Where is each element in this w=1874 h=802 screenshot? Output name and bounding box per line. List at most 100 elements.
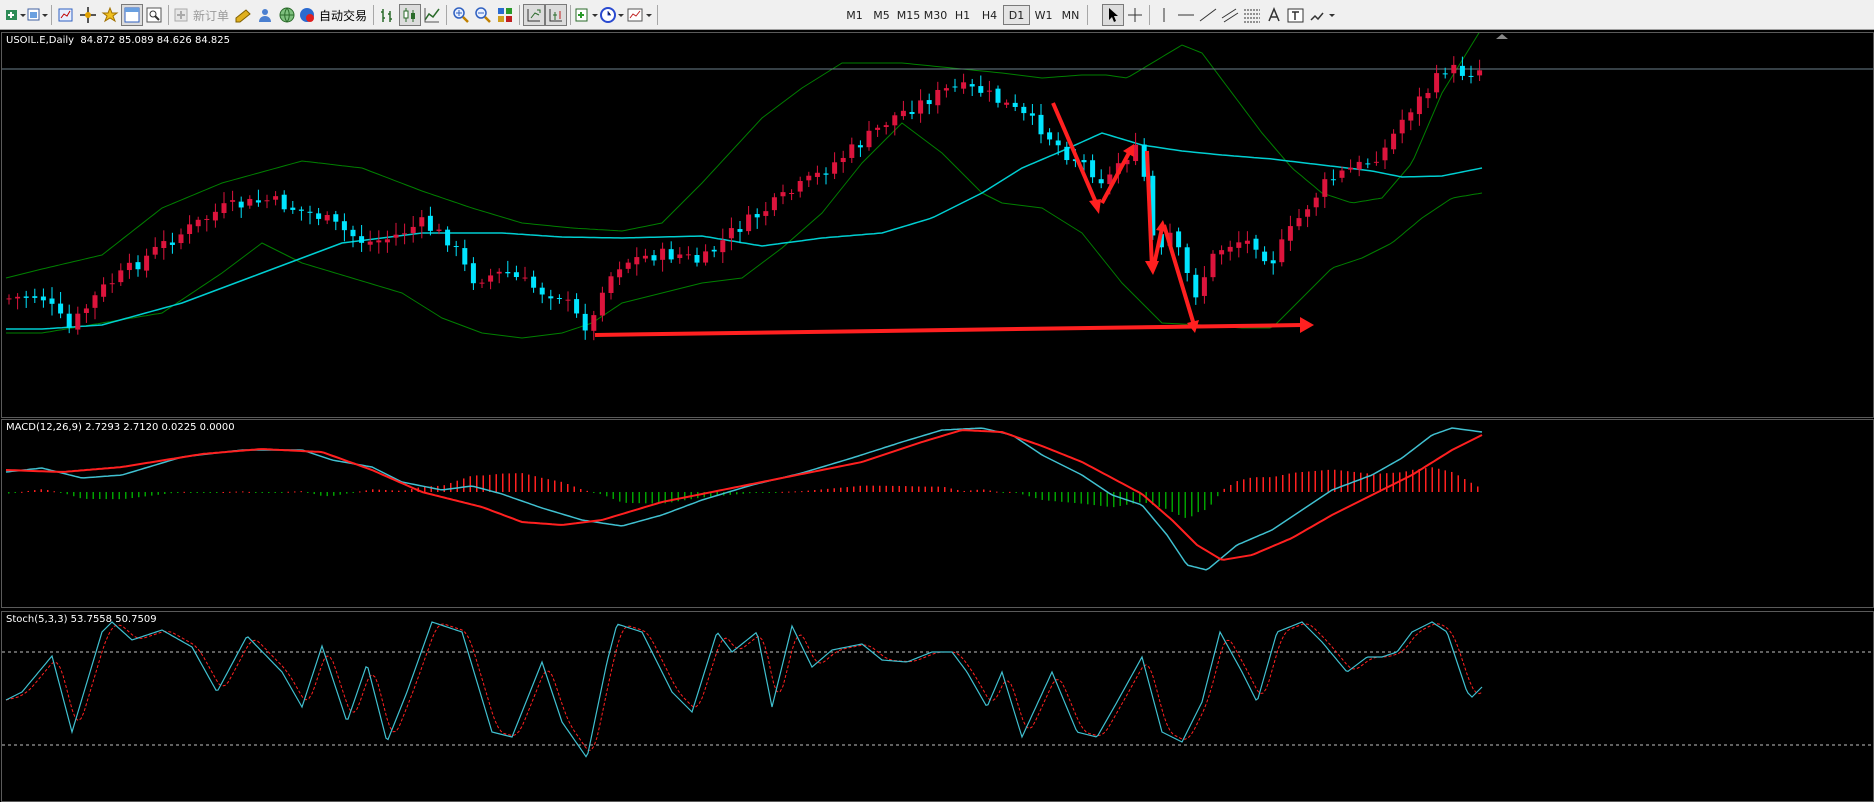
crosshair-button[interactable] xyxy=(1124,4,1146,26)
candle-body xyxy=(230,200,236,202)
terminal-button[interactable] xyxy=(121,4,143,26)
macd-panel[interactable]: MACD(12,26,9) 2.7293 2.7120 0.0225 0.000… xyxy=(1,419,1874,608)
candle-body xyxy=(728,228,734,239)
macd-histogram-bar xyxy=(1165,492,1167,509)
zoom-in-button[interactable] xyxy=(450,4,472,26)
signals-button[interactable] xyxy=(276,4,298,26)
fibonacci-button[interactable] xyxy=(1241,4,1263,26)
macd-canvas[interactable] xyxy=(2,420,1873,607)
moving-average-line xyxy=(6,132,1483,330)
separator xyxy=(1087,5,1088,25)
line-chart-button[interactable] xyxy=(421,4,443,26)
candlestick-chart-button[interactable] xyxy=(399,4,422,26)
new-chart-button[interactable] xyxy=(4,4,26,26)
navigator-button[interactable] xyxy=(77,4,99,26)
trendline-button[interactable] xyxy=(1197,4,1219,26)
macd-histogram-bar xyxy=(66,492,68,495)
strategy-tester-button[interactable] xyxy=(143,4,165,26)
tile-windows-button[interactable] xyxy=(494,4,516,26)
profiles-button[interactable] xyxy=(26,4,48,26)
price-chart-panel[interactable]: USOIL.E,Daily 84.872 85.089 84.626 84.82… xyxy=(1,32,1874,418)
market-watch-button[interactable] xyxy=(55,4,77,26)
candle-body xyxy=(582,313,588,331)
macd-histogram-bar xyxy=(1061,492,1063,502)
timeframe-m30[interactable]: M30 xyxy=(923,8,948,22)
candle-body xyxy=(1236,242,1242,248)
candle-body xyxy=(1451,64,1457,74)
macd-histogram-bar xyxy=(27,490,29,492)
community-button[interactable] xyxy=(254,4,276,26)
macd-histogram-bar xyxy=(970,490,972,492)
candle-body xyxy=(273,196,279,200)
timeframe-m1[interactable]: M1 xyxy=(846,8,863,22)
new-order-label: 新订单 xyxy=(193,8,230,23)
auto-trading-button[interactable]: 自动交易 xyxy=(298,4,370,26)
chart-shift-button[interactable] xyxy=(545,4,568,26)
candle-body xyxy=(1201,277,1207,296)
candle-body xyxy=(75,313,81,330)
vertical-line-button[interactable] xyxy=(1153,4,1175,26)
macd-histogram-bar xyxy=(1470,482,1472,492)
macd-histogram-bar xyxy=(190,492,192,493)
candle-body xyxy=(857,145,863,148)
macd-histogram-bar xyxy=(1334,469,1336,492)
stoch-label: Stoch(5,3,3) xyxy=(6,614,68,625)
macd-histogram-bar xyxy=(833,488,835,492)
metaeditor-button[interactable] xyxy=(232,4,254,26)
bar-chart-button[interactable] xyxy=(377,4,399,26)
macd-histogram-bar xyxy=(924,486,926,492)
price-chart-canvas[interactable] xyxy=(2,33,1873,417)
timeframe-w1[interactable]: W1 xyxy=(1034,8,1053,22)
timeframe-m15[interactable]: M15 xyxy=(896,8,921,22)
candle-body xyxy=(1330,179,1336,181)
candle-body xyxy=(814,172,820,177)
macd-histogram-bar xyxy=(385,490,387,492)
candle-body xyxy=(771,197,777,211)
ohlc-low: 84.626 xyxy=(156,35,192,46)
candle-body xyxy=(40,296,46,301)
stochastic-canvas[interactable] xyxy=(2,612,1873,801)
macd-histogram-bar xyxy=(651,492,653,504)
macd-histogram-bar xyxy=(983,489,985,492)
templates-button[interactable] xyxy=(626,4,654,26)
text-label-button[interactable] xyxy=(1285,4,1307,26)
data-window-button[interactable] xyxy=(99,4,121,26)
macd-histogram-bar xyxy=(14,492,16,493)
new-order-button[interactable]: 新订单 xyxy=(172,4,232,26)
macd-histogram-bar xyxy=(1204,492,1206,511)
macd-histogram-bar xyxy=(729,492,731,495)
timeframe-mn[interactable]: MN xyxy=(1061,8,1080,22)
macd-histogram-bar xyxy=(944,487,946,492)
timeframe-h4[interactable]: H4 xyxy=(981,8,998,22)
candle-body xyxy=(1434,73,1440,93)
channel-button[interactable] xyxy=(1219,4,1241,26)
macd-histogram-bar xyxy=(827,488,829,492)
timeframe-m5[interactable]: M5 xyxy=(873,8,890,22)
timeframe-h1[interactable]: H1 xyxy=(954,8,971,22)
candle-body xyxy=(505,272,511,274)
candle-body xyxy=(49,298,55,304)
timeframe-d1[interactable]: D1 xyxy=(1003,5,1030,25)
macd-histogram-bar xyxy=(950,488,952,492)
horizontal-line-button[interactable] xyxy=(1175,4,1197,26)
ohlc-high: 85.089 xyxy=(118,35,154,46)
autoscroll-button[interactable] xyxy=(523,4,546,26)
horizontal-line-icon xyxy=(1178,14,1194,16)
zoom-out-button[interactable] xyxy=(472,4,494,26)
macd-histogram-bar xyxy=(898,485,900,492)
cursor-button[interactable] xyxy=(1102,4,1124,26)
candle-body xyxy=(341,221,347,231)
periods-button[interactable] xyxy=(600,4,626,26)
macd-histogram-bar xyxy=(1386,473,1388,492)
candle-body xyxy=(703,251,709,263)
macd-histogram-bar xyxy=(788,491,790,493)
text-button[interactable] xyxy=(1263,4,1285,26)
macd-histogram-bar xyxy=(521,473,523,492)
indicators-button[interactable] xyxy=(574,4,600,26)
separator xyxy=(51,5,52,25)
arrows-button[interactable] xyxy=(1307,4,1337,26)
candle-body xyxy=(1468,75,1474,77)
annotation-arrowhead-3 xyxy=(1145,261,1159,275)
candle-body xyxy=(367,241,373,245)
stochastic-panel[interactable]: Stoch(5,3,3) 53.7558 50.7509 xyxy=(1,611,1874,802)
